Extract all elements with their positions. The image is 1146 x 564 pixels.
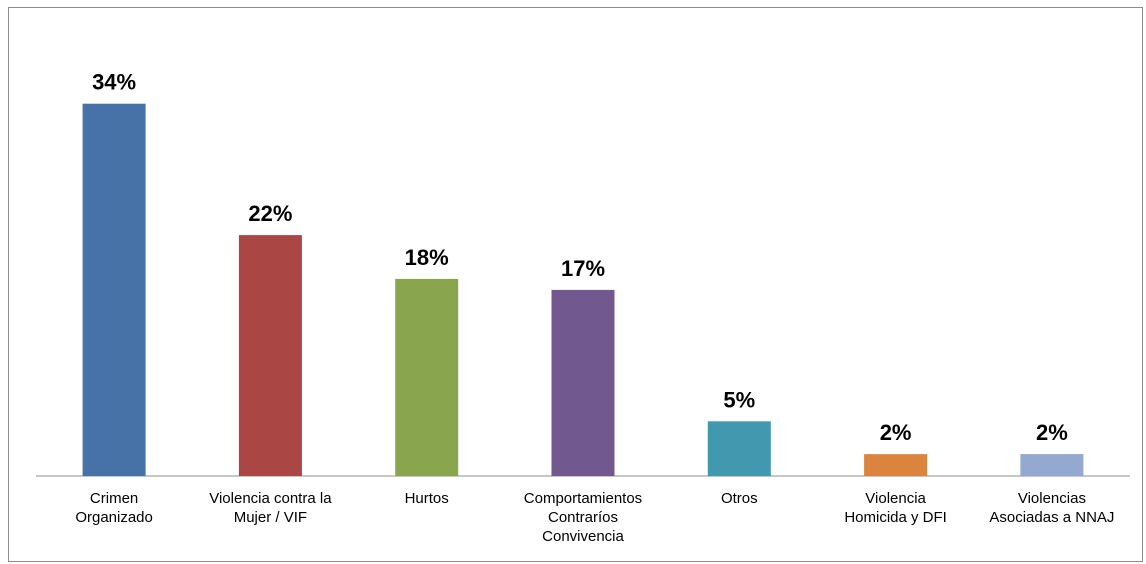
category-label-3-line-2: Convivencia bbox=[542, 528, 624, 545]
category-label-1-line-1: Mujer / VIF bbox=[234, 509, 307, 526]
data-label-3: 17% bbox=[561, 256, 605, 281]
category-label-0-line-0: Crimen bbox=[90, 490, 138, 507]
category-label-3-line-0: Comportamientos bbox=[524, 490, 642, 507]
category-label-6-line-0: Violencias bbox=[1018, 490, 1086, 507]
category-label-5-line-0: Violencia bbox=[865, 490, 926, 507]
bar-0 bbox=[82, 103, 146, 476]
category-label-2-line-0: Hurtos bbox=[405, 490, 449, 507]
category-label-6-line-1: Asociadas a NNAJ bbox=[989, 509, 1114, 526]
category-label-5-line-1: Homicida y DFI bbox=[844, 509, 947, 526]
category-label-1-line-0: Violencia contra la bbox=[209, 490, 332, 507]
bar-2 bbox=[395, 278, 459, 476]
bar-3 bbox=[551, 289, 615, 476]
bar-4 bbox=[707, 421, 771, 477]
data-label-6: 2% bbox=[1036, 420, 1068, 445]
data-label-0: 34% bbox=[92, 70, 136, 95]
data-label-4: 5% bbox=[723, 387, 755, 412]
data-label-1: 22% bbox=[248, 201, 292, 226]
data-label-5: 2% bbox=[880, 420, 912, 445]
bar-6 bbox=[1020, 454, 1084, 476]
bar-5 bbox=[864, 454, 928, 476]
category-label-4-line-0: Otros bbox=[721, 490, 758, 507]
category-label-3-line-1: Contraríos bbox=[548, 509, 618, 526]
data-label-2: 18% bbox=[405, 245, 449, 270]
category-label-0-line-1: Organizado bbox=[75, 509, 153, 526]
bar-1 bbox=[238, 235, 302, 476]
